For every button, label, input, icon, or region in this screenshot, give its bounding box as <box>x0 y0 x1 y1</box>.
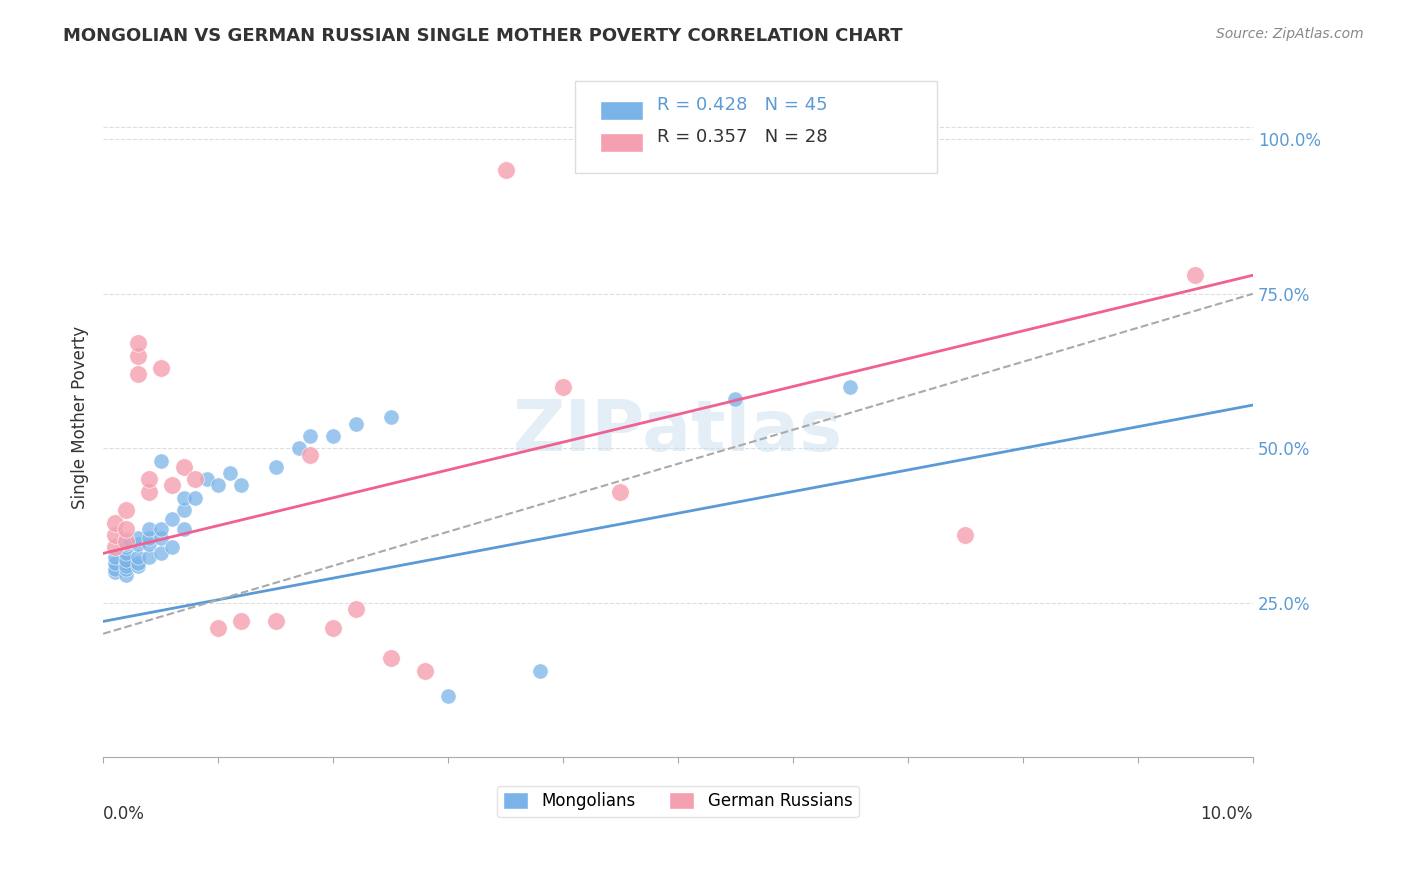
Point <box>127 549 149 564</box>
Point <box>104 540 127 554</box>
Point <box>160 540 183 554</box>
Point <box>955 528 977 542</box>
Point <box>344 602 367 616</box>
Point <box>115 534 138 549</box>
Point <box>380 410 402 425</box>
Point <box>149 522 172 536</box>
Point <box>184 491 207 505</box>
Text: R = 0.428   N = 45: R = 0.428 N = 45 <box>657 96 828 114</box>
Text: 10.0%: 10.0% <box>1201 805 1253 823</box>
Point <box>344 417 367 431</box>
Point <box>127 367 149 381</box>
Point <box>104 565 127 579</box>
Point <box>160 478 183 492</box>
Point <box>264 459 287 474</box>
Point <box>149 546 172 560</box>
Text: R = 0.357   N = 28: R = 0.357 N = 28 <box>657 128 828 146</box>
Point <box>264 615 287 629</box>
Point <box>127 531 149 545</box>
Point <box>149 361 172 376</box>
Point <box>173 491 195 505</box>
Point <box>115 556 138 570</box>
Point <box>173 522 195 536</box>
Point <box>115 522 138 536</box>
Y-axis label: Single Mother Poverty: Single Mother Poverty <box>72 326 89 509</box>
Point <box>115 540 138 554</box>
Point <box>115 503 138 517</box>
Point <box>115 552 138 566</box>
Point <box>138 549 160 564</box>
Point <box>322 429 344 443</box>
Point <box>104 562 127 576</box>
Text: 0.0%: 0.0% <box>103 805 145 823</box>
FancyBboxPatch shape <box>600 133 644 153</box>
Point <box>529 664 551 678</box>
Point <box>184 472 207 486</box>
Point <box>104 556 127 570</box>
Legend: Mongolians, German Russians: Mongolians, German Russians <box>496 786 859 817</box>
Point <box>322 621 344 635</box>
Point <box>104 516 127 530</box>
Point <box>115 558 138 573</box>
Point <box>839 379 862 393</box>
Point <box>229 615 252 629</box>
Point <box>104 549 127 564</box>
Point <box>138 531 160 545</box>
Point <box>138 537 160 551</box>
Point <box>104 528 127 542</box>
Point <box>495 163 517 178</box>
Text: ZIPatlas: ZIPatlas <box>513 397 844 466</box>
Point <box>127 556 149 570</box>
Point <box>413 664 436 678</box>
Point <box>173 503 195 517</box>
Point <box>551 379 574 393</box>
Point <box>207 478 229 492</box>
Text: Source: ZipAtlas.com: Source: ZipAtlas.com <box>1216 27 1364 41</box>
Point <box>299 448 322 462</box>
Point <box>724 392 747 406</box>
Point <box>609 484 631 499</box>
Point <box>138 484 160 499</box>
Point <box>138 522 160 536</box>
Text: MONGOLIAN VS GERMAN RUSSIAN SINGLE MOTHER POVERTY CORRELATION CHART: MONGOLIAN VS GERMAN RUSSIAN SINGLE MOTHE… <box>63 27 903 45</box>
Point <box>287 442 309 456</box>
Point <box>127 336 149 351</box>
Point <box>115 562 138 576</box>
Point <box>115 546 138 560</box>
Point <box>127 558 149 573</box>
Point <box>149 453 172 467</box>
Point <box>115 568 138 582</box>
FancyBboxPatch shape <box>600 101 644 120</box>
Point <box>218 466 240 480</box>
Point <box>127 349 149 363</box>
Point <box>149 531 172 545</box>
Point <box>115 537 138 551</box>
Point <box>437 689 460 703</box>
Point <box>127 537 149 551</box>
Point <box>195 472 218 486</box>
Point <box>138 472 160 486</box>
Point <box>207 621 229 635</box>
Point <box>229 478 252 492</box>
Point <box>299 429 322 443</box>
Point <box>173 459 195 474</box>
Point <box>380 651 402 665</box>
Point <box>160 512 183 526</box>
FancyBboxPatch shape <box>575 81 936 173</box>
Point <box>1184 268 1206 283</box>
